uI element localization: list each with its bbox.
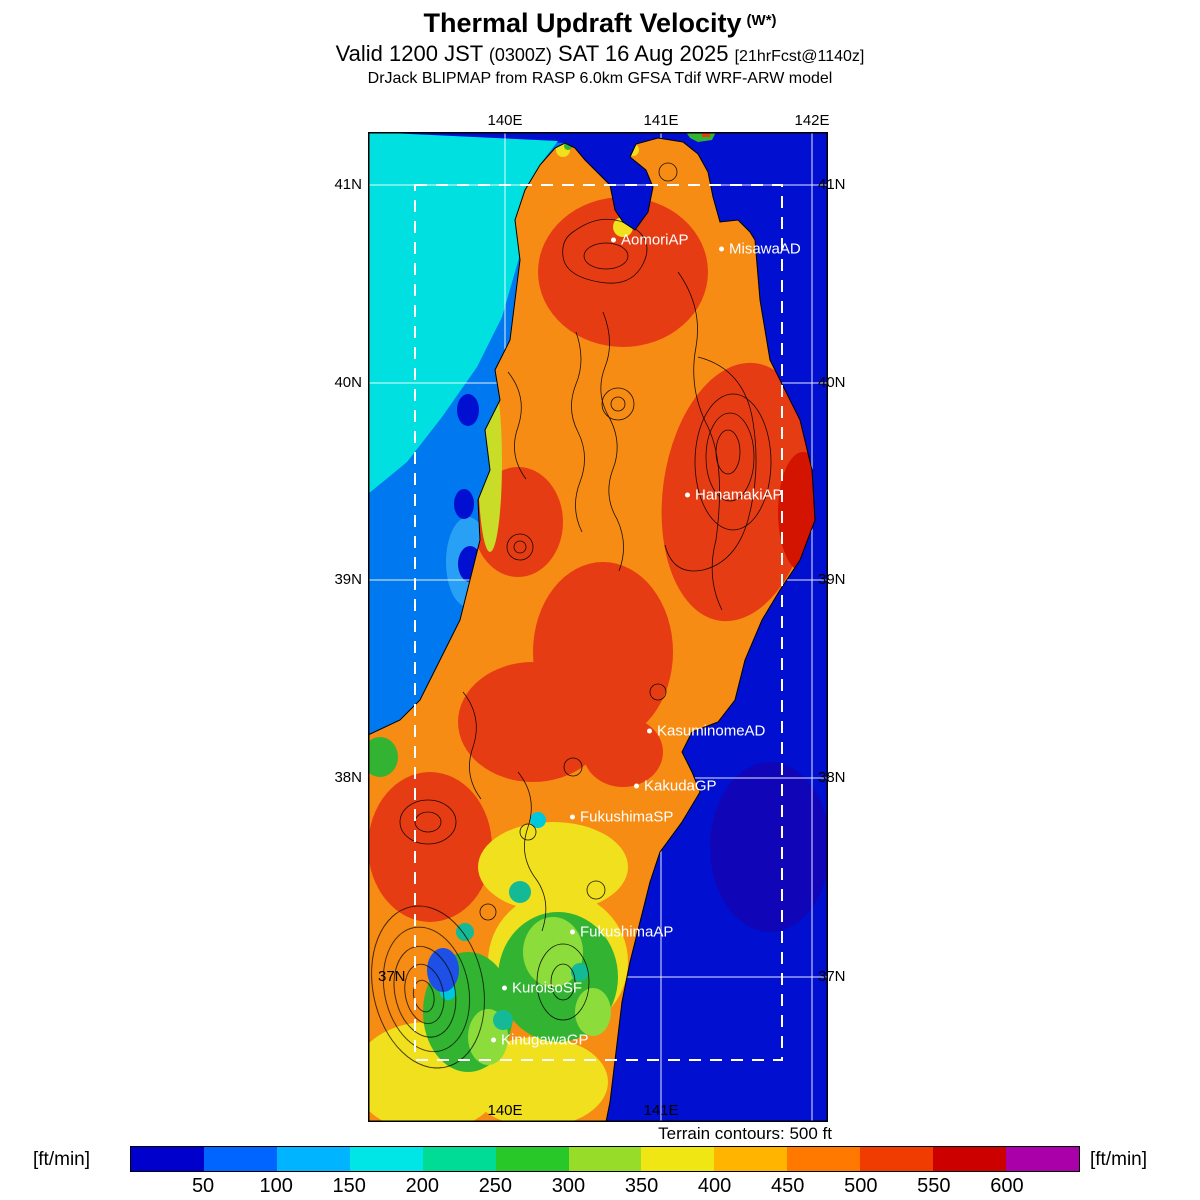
lon-label-top-0: 140E — [487, 112, 523, 129]
colorbar-tick-labels: 50 100 150 200 250 300 350 400 450 500 550 600 — [130, 1175, 1080, 1197]
colorbar-tick-300: 300 — [551, 1175, 586, 1197]
colorbar-tick-150: 150 — [332, 1175, 366, 1197]
terrain-contours — [371, 162, 772, 1069]
hokkaido-sliver — [686, 132, 716, 142]
domain-dashed-box — [414, 184, 783, 1061]
valid-forecast-cycle: [21hrFcst@1140z] — [734, 48, 865, 65]
page-title: Thermal Updraft Velocity (W*) — [0, 8, 1200, 39]
colorbar-tick-600: 600 — [990, 1175, 1024, 1197]
colorbar-unit-right: [ft/min] — [1090, 1149, 1148, 1170]
colorbar-tick-250: 250 — [478, 1175, 513, 1197]
lat-label-left-0: 41N — [334, 176, 362, 193]
valid-date: SAT 16 Aug 2025 — [551, 41, 735, 66]
model-info-line: DrJack BLIPMAP from RASP 6.0km GFSA Tdif… — [367, 70, 833, 87]
map-frame — [368, 132, 828, 1122]
colorbar-tick-200: 200 — [405, 1175, 439, 1197]
map-canvas — [368, 132, 828, 1122]
colorbar-segment-10 — [860, 1147, 934, 1171]
valid-time-line: Valid 1200 JST (0300Z) SAT 16 Aug 2025 [… — [0, 41, 1200, 67]
lat-label-left-2: 39N — [334, 571, 362, 588]
colorbar-tick-350: 350 — [624, 1175, 659, 1197]
lon-label-top-2: 142E — [794, 112, 830, 129]
colorbar-tick-550: 550 — [917, 1175, 951, 1197]
colorbar-segment-9 — [787, 1147, 861, 1171]
colorbar-tick-50: 50 — [191, 1175, 215, 1197]
colorbar-segment-12 — [1006, 1147, 1079, 1171]
colorbar-segment-7 — [641, 1147, 715, 1171]
colorbar-segment-3 — [349, 1147, 423, 1171]
colorbar-segment-8 — [714, 1147, 788, 1171]
colorbar-segment-1 — [203, 1147, 277, 1171]
ocean-purple-patch — [710, 762, 828, 932]
valid-zulu: (0300Z) — [488, 45, 552, 65]
colorbar-tick-500: 500 — [844, 1175, 878, 1197]
title-wstar-suffix: (W*) — [746, 12, 777, 29]
colorbar-tick-400: 400 — [697, 1175, 732, 1197]
colorbar-tick-450: 450 — [771, 1175, 805, 1197]
colorbar-segment-6 — [568, 1147, 642, 1171]
terrain-contour-note: Terrain contours: 500 ft — [658, 1124, 832, 1143]
colorbar — [130, 1146, 1080, 1172]
lat-label-left-1: 40N — [334, 374, 362, 391]
colorbar-segment-11 — [933, 1147, 1007, 1171]
colorbar-segment-0 — [131, 1147, 204, 1171]
lat-label-left-3: 38N — [334, 769, 362, 786]
title-text: Thermal Updraft Velocity — [423, 8, 742, 38]
colorbar-segment-4 — [422, 1147, 496, 1171]
valid-prefix: Valid 1200 JST — [335, 41, 489, 66]
blipmap-plot — [368, 132, 828, 1122]
colorbar-segment-5 — [495, 1147, 569, 1171]
colorbar-unit-left: [ft/min] — [33, 1149, 91, 1170]
colorbar-tick-100: 100 — [259, 1175, 293, 1197]
lon-label-top-1: 141E — [643, 112, 679, 129]
colorbar-segment-2 — [276, 1147, 350, 1171]
